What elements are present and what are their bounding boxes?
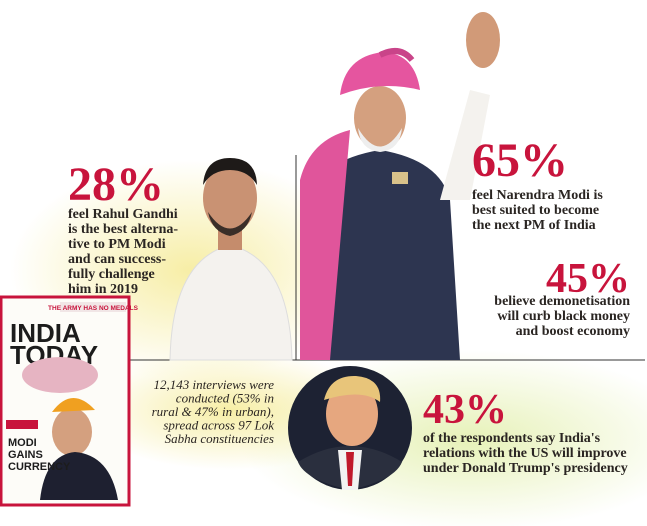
magazine-cover: THE ARMY HAS NO MEDALS INDIA TODAY MODI … [0,295,139,507]
cover-banner: THE ARMY HAS NO MEDALS [48,305,139,312]
photo-trump [288,366,412,490]
stat-value: 28% [68,158,164,211]
survey-note: spread across 97 Lok [163,418,274,433]
stat-text: and can success- [68,252,166,267]
cover-masthead: INDIA [10,318,81,348]
cover-headline: GAINS [8,449,43,461]
survey-note: conducted (53% in [176,391,274,406]
survey-note: 12,143 interviews were [154,377,275,392]
stat-text: and boost economy [516,324,630,339]
survey-note: Sabha constituencies [165,431,274,446]
stat-text: best suited to become [472,203,599,218]
stat-text: of the respondents say India's [423,431,601,446]
stat-text: believe demonetisation [494,294,630,309]
stat-text: fully challenge [68,267,155,282]
stat-value: 45% [546,256,630,302]
stat-value: 65% [472,134,568,187]
stat-text: feel Rahul Gandhi [68,207,178,222]
stat-text: is the best alterna- [68,222,178,237]
stat-text: tive to PM Modi [68,237,166,252]
cover-headline: CURRENCY [8,461,71,473]
stat-text: relations with the US will improve [423,446,627,461]
stat-text: feel Narendra Modi is [472,188,603,203]
survey-note: rural & 47% in urban), [152,404,274,419]
stat-value: 43% [423,387,507,433]
stat-text: will curb black money [497,309,630,324]
photo-rahul [169,158,293,361]
stat-text: him in 2019 [68,282,138,297]
cover-headline: MODI [8,437,37,449]
photo-modi [300,12,500,360]
stat-text: under Donald Trump's presidency [423,461,628,476]
stat-text: the next PM of India [472,218,596,233]
